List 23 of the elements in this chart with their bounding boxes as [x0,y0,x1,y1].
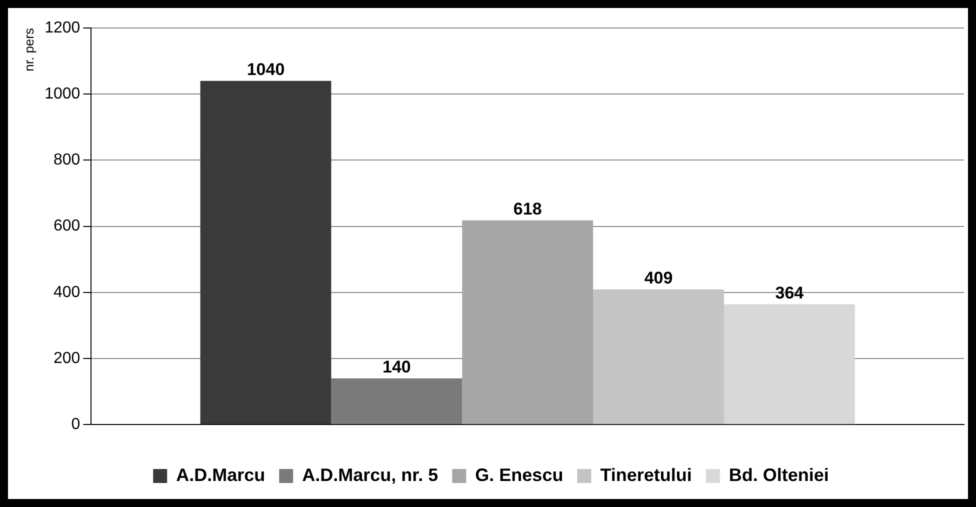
y-tick-label: 600 [53,218,80,235]
bar [462,220,594,424]
y-tick-label: 200 [53,350,80,367]
y-tick-label: 400 [53,284,80,301]
legend-label: G. Enescu [475,464,564,485]
bar [200,80,332,424]
data-label: 618 [513,200,542,219]
legend-label: Bd. Olteniei [728,464,829,485]
y-tick-label: 800 [53,152,80,169]
bar [724,304,855,424]
y-tick-label: 0 [71,416,80,434]
data-label: 364 [775,283,804,302]
y-tick-label: 1000 [44,86,80,103]
data-label: 140 [382,358,411,377]
legend-label: Tineretului [600,464,692,485]
y-tick-label: 1200 [44,19,80,36]
y-axis-title: nr. pers [21,28,36,72]
bar [593,289,724,424]
bar [331,378,462,424]
data-label: 409 [644,268,673,288]
data-label: 1040 [246,60,285,80]
legend-label: A.D.Marcu [176,464,266,485]
legend-label: A.D.Marcu, nr. 5 [302,464,438,485]
